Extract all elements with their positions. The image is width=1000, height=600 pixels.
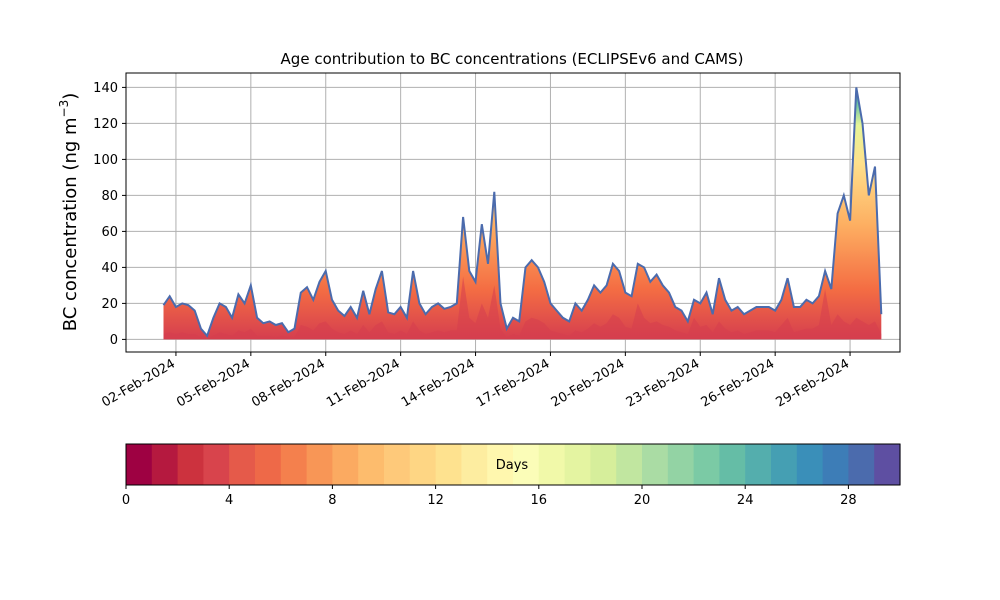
colorbar — [126, 444, 901, 485]
x-tick-label: 08-Feb-2024 — [249, 356, 328, 410]
plot-frame — [125, 72, 901, 353]
x-tick-label: 23-Feb-2024 — [624, 356, 703, 410]
x-tick-label: 17-Feb-2024 — [474, 356, 553, 410]
x-tick-label: 14-Feb-2024 — [399, 356, 478, 410]
chart-title: Age contribution to BC concentrations (E… — [281, 50, 744, 68]
y-axis-label-exponent: −3 — [57, 100, 71, 118]
y-tick-label: 120 — [93, 117, 118, 132]
colorbar-frame — [125, 443, 901, 486]
colorbar-swatch — [126, 444, 153, 485]
colorbar-swatch — [874, 444, 901, 485]
y-axis-label-close: ) — [60, 93, 81, 100]
colorbar-swatch — [487, 444, 514, 485]
colorbar-swatch — [667, 444, 695, 485]
x-tick-label: 20-Feb-2024 — [549, 356, 628, 410]
colorbar-swatch — [177, 444, 204, 485]
colorbar-swatch — [693, 444, 720, 485]
y-axis-ticks: 0 20 40 60 80 100 120 140 — [93, 81, 126, 348]
y-tick-label: 0 — [110, 333, 118, 348]
age-total-area — [163, 87, 882, 340]
colorbar-swatch — [848, 444, 875, 485]
y-tick-label: 20 — [101, 297, 118, 312]
colorbar-swatch — [822, 444, 849, 485]
x-tick-label: 05-Feb-2024 — [174, 356, 253, 410]
colorbar-tick-label: 12 — [427, 493, 444, 508]
colorbar-swatch — [435, 444, 462, 485]
colorbar-tick-label: 4 — [225, 493, 233, 508]
colorbar-tick-label: 8 — [328, 493, 336, 508]
x-axis-ticks: 02-Feb-202405-Feb-202408-Feb-202411-Feb-… — [99, 352, 852, 410]
colorbar-swatch — [513, 444, 540, 485]
colorbar-tick-label: 0 — [122, 493, 130, 508]
colorbar-swatch — [203, 444, 230, 485]
colorbar-swatch — [255, 444, 282, 485]
colorbar-swatch — [229, 444, 256, 485]
colorbar-swatch — [564, 444, 591, 485]
colorbar-tick-label: 20 — [634, 493, 651, 508]
stacked-area-series — [162, 87, 883, 340]
colorbar-swatch — [590, 444, 617, 485]
colorbar-tick-label: 24 — [737, 493, 754, 508]
colorbar-swatch — [771, 444, 798, 485]
colorbar-ticks: 0 4 8 12 16 20 24 28 — [122, 485, 857, 508]
x-tick-label: 02-Feb-2024 — [99, 356, 178, 410]
colorbar-swatch — [538, 444, 566, 485]
colorbar-swatch — [796, 444, 824, 485]
y-axis-label: BC concentration (ng m−3) — [57, 93, 81, 332]
age-young-area — [163, 276, 882, 340]
colorbar-swatch — [332, 444, 359, 485]
colorbar-swatch — [151, 444, 179, 485]
y-tick-label: 100 — [93, 153, 118, 168]
colorbar-swatch — [642, 444, 669, 485]
x-tick-label: 29-Feb-2024 — [774, 356, 853, 410]
colorbar-swatch — [461, 444, 488, 485]
colorbar-swatch — [384, 444, 411, 485]
colorbar-swatch — [409, 444, 437, 485]
colorbar-tick-label: 16 — [531, 493, 548, 508]
colorbar-swatch — [280, 444, 308, 485]
colorbar-swatch — [306, 444, 333, 485]
colorbar-swatch — [745, 444, 772, 485]
total-outline — [162, 87, 883, 338]
x-tick-label: 11-Feb-2024 — [324, 356, 403, 410]
y-tick-label: 140 — [93, 81, 118, 96]
y-tick-label: 80 — [101, 189, 118, 204]
y-tick-label: 40 — [101, 261, 118, 276]
colorbar-label: Days — [496, 458, 529, 473]
x-tick-label: 26-Feb-2024 — [699, 356, 778, 410]
y-tick-label: 60 — [101, 225, 118, 240]
colorbar-swatch — [358, 444, 385, 485]
colorbar-swatch — [616, 444, 643, 485]
y-axis-label-base: BC concentration (ng m — [60, 117, 81, 331]
colorbar-tick-label: 28 — [840, 493, 857, 508]
colorbar-swatch — [719, 444, 746, 485]
